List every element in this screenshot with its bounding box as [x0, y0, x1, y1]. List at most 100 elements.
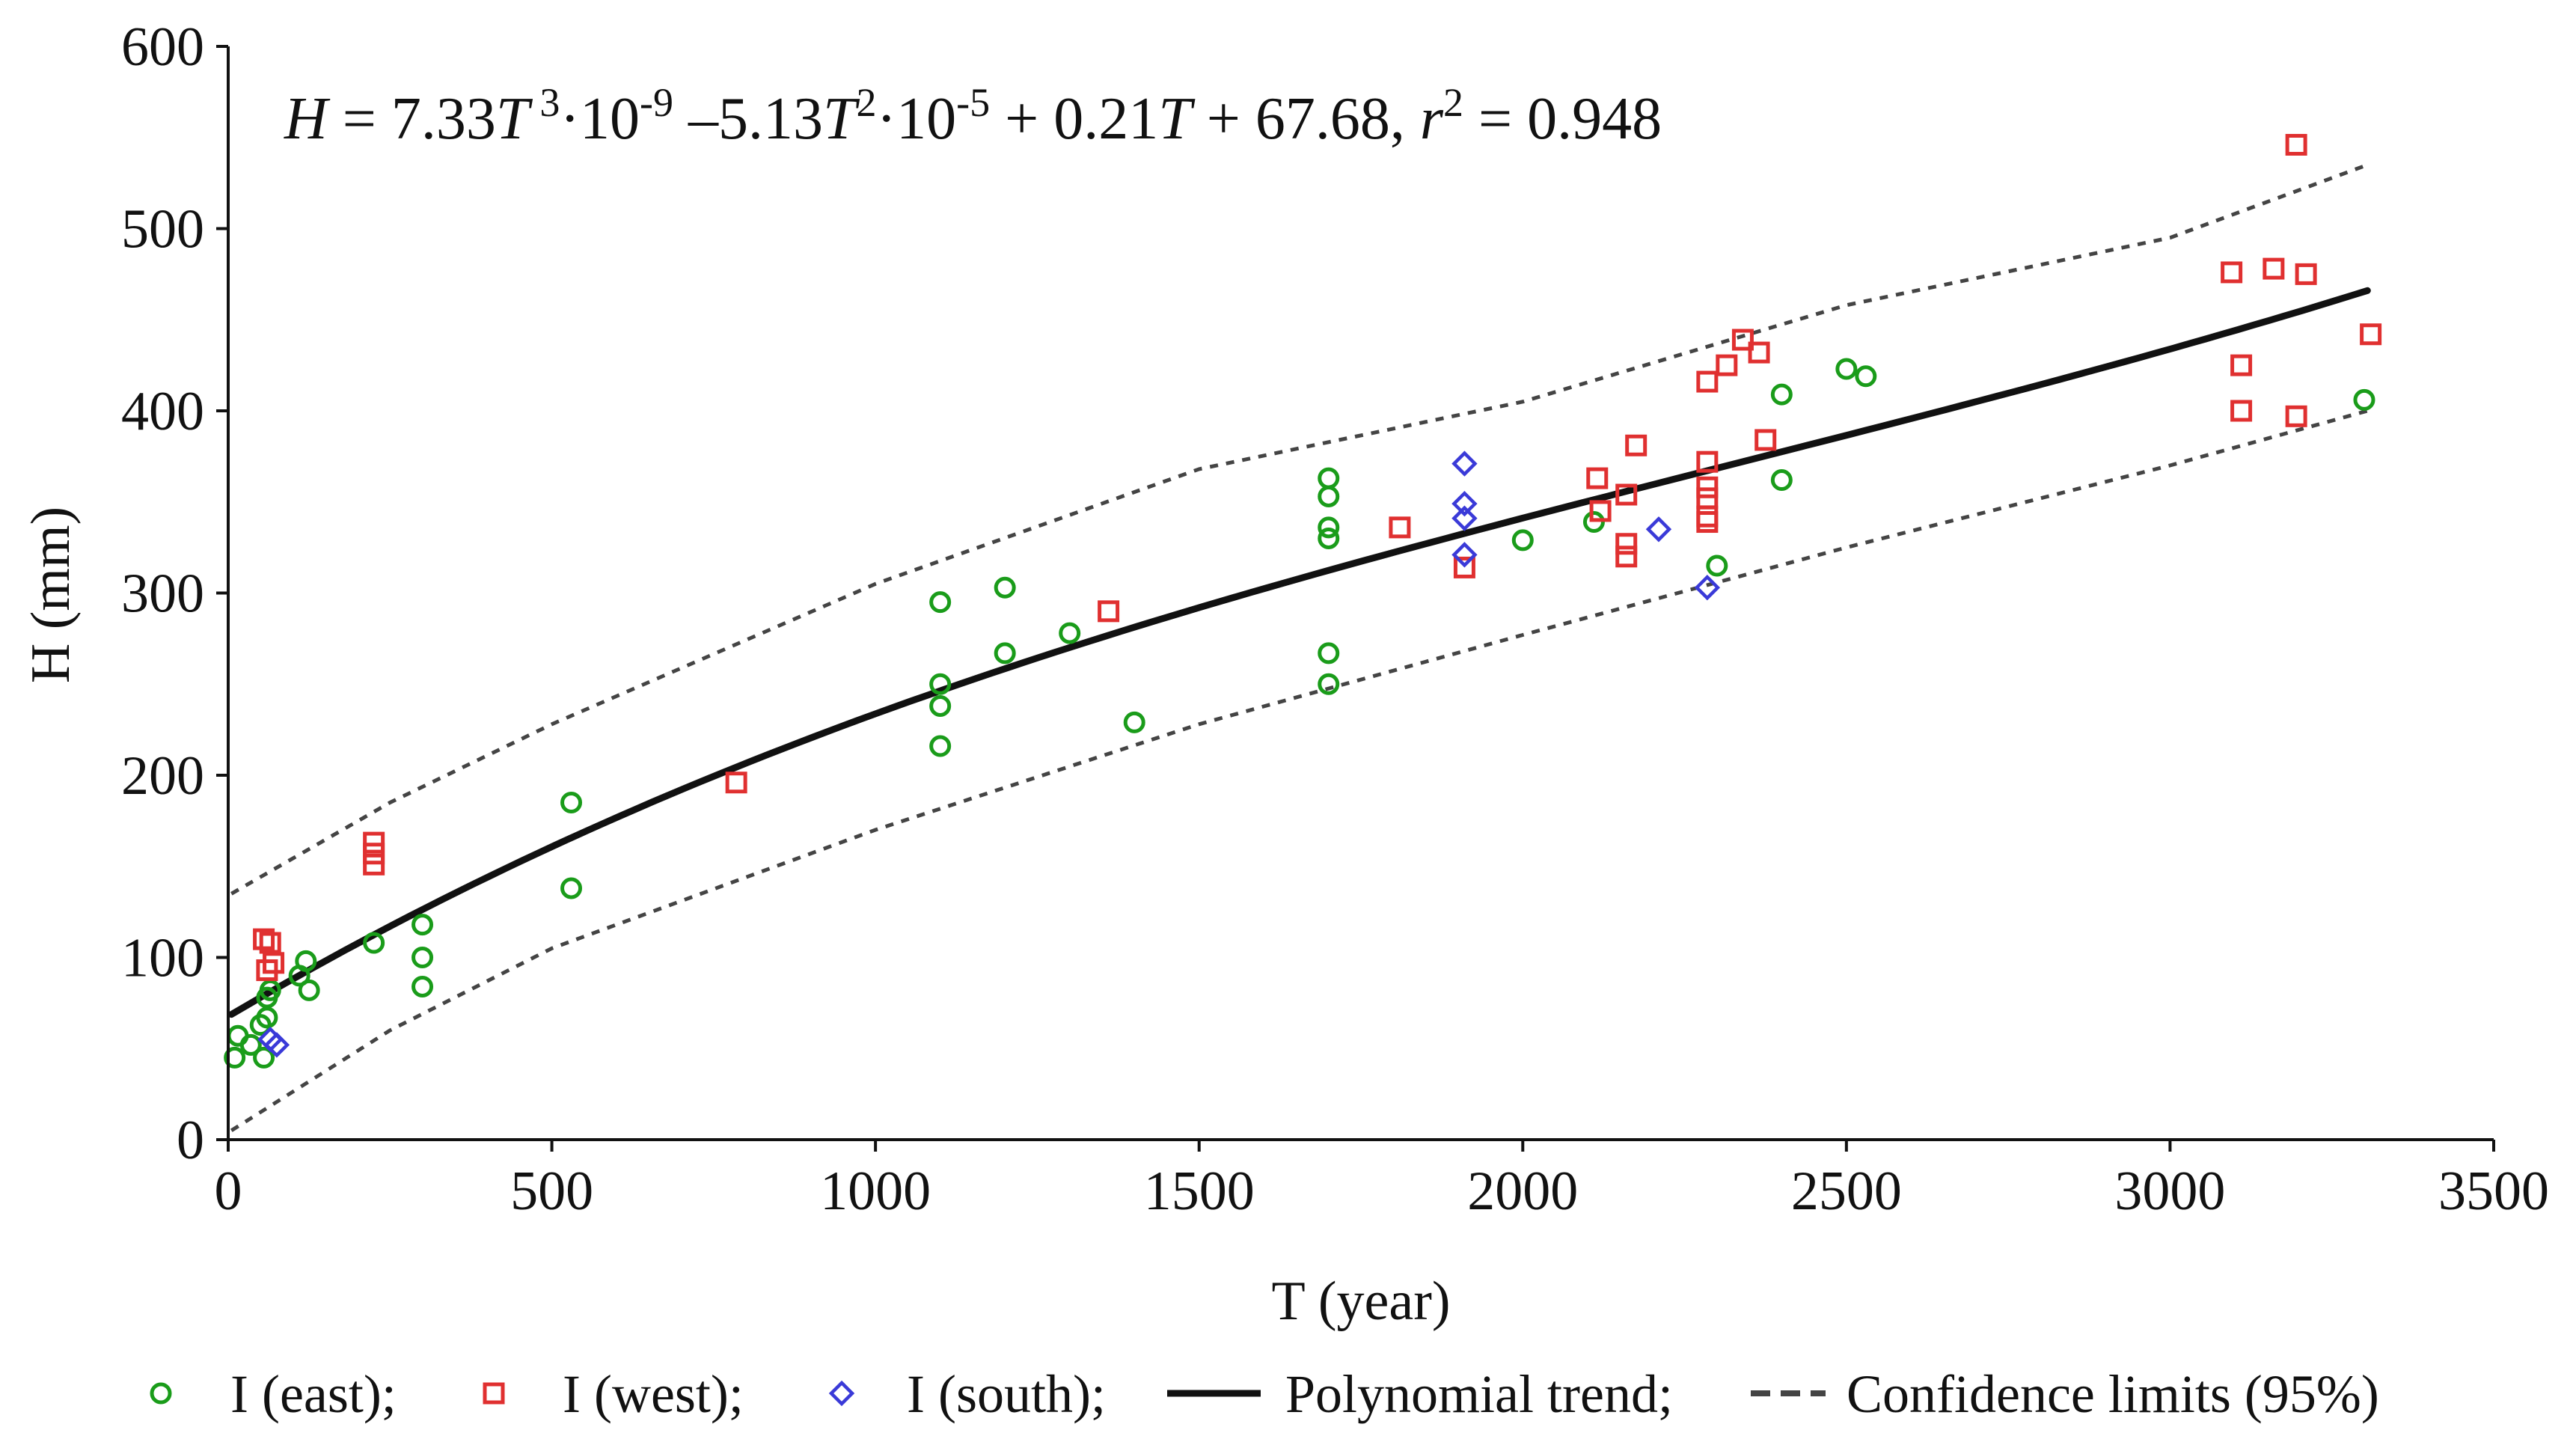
data-point-i-east	[1318, 485, 1340, 507]
data-point-i-east	[412, 947, 434, 968]
legend-marker-square	[483, 1382, 505, 1405]
data-point-i-west	[1098, 600, 1120, 623]
legend-label: Confidence limits (95%)	[1847, 1364, 2379, 1424]
data-point-i-west	[363, 853, 385, 876]
equation-part: + 0.21	[990, 86, 1158, 152]
data-point-i-east	[1318, 527, 1340, 549]
equation-part: ·10	[877, 86, 957, 152]
equation-part: + 67.68,	[1192, 86, 1420, 152]
equation-part: ·10	[560, 86, 640, 152]
data-point-i-east	[929, 591, 952, 614]
legend-marker-diamond	[828, 1380, 855, 1407]
y-tick-label: 100	[121, 928, 204, 989]
data-point-i-east	[1770, 469, 1793, 492]
data-point-i-west	[1586, 467, 1609, 489]
x-tick-label: 1500	[1144, 1161, 1255, 1222]
legend-label: Polynomial trend;	[1285, 1364, 1673, 1424]
legend: I (east); I (west); I (south); Polynomial t…	[150, 1364, 2379, 1424]
data-point-i-west	[1615, 533, 1638, 555]
data-point-i-east	[560, 792, 583, 814]
data-point-i-east	[298, 979, 320, 1001]
data-point-i-west	[2285, 405, 2307, 427]
data-point-i-west	[1696, 511, 1719, 534]
data-point-i-west	[1731, 329, 1754, 351]
equation-part: T	[1158, 86, 1196, 152]
data-point-i-west	[2230, 400, 2253, 422]
data-point-i-east	[1318, 642, 1340, 664]
data-point-i-south	[1645, 516, 1672, 543]
data-point-i-east	[1582, 511, 1605, 534]
data-point-i-west	[363, 843, 385, 865]
x-tick-label: 500	[510, 1161, 593, 1222]
data-point-i-east	[239, 1033, 262, 1056]
data-point-i-east	[1318, 467, 1340, 489]
data-point-i-west	[1696, 487, 1719, 510]
equation-part: –5.13	[673, 86, 823, 152]
data-point-i-east	[259, 979, 281, 1001]
data-point-i-west	[725, 772, 747, 794]
x-tick-label: 2000	[1467, 1161, 1578, 1222]
data-point-i-south	[263, 1032, 290, 1058]
data-point-i-west	[1389, 516, 1411, 539]
x-tick-label: 0	[215, 1161, 242, 1222]
data-point-i-east	[363, 932, 385, 954]
data-point-i-west	[1754, 429, 1777, 451]
y-tick-label: 300	[121, 563, 204, 625]
data-point-i-west	[2230, 354, 2253, 376]
y-tick-label: 0	[177, 1110, 204, 1171]
data-point-i-east	[1318, 673, 1340, 695]
data-points-layer	[224, 133, 2382, 1069]
data-point-i-west	[263, 952, 285, 974]
data-point-i-south	[1694, 575, 1721, 601]
equation-part: -9	[640, 80, 673, 125]
y-axis-title: H (mm)	[20, 507, 82, 683]
data-point-i-west	[1625, 434, 1648, 456]
data-point-i-east	[1511, 529, 1534, 551]
y-tick-label: 200	[121, 745, 204, 807]
legend-label: I (south);	[907, 1364, 1106, 1424]
data-point-i-east	[253, 1046, 275, 1069]
data-point-i-east	[1706, 554, 1728, 577]
data-point-i-west	[2360, 323, 2382, 346]
equation-part: 3	[539, 80, 560, 125]
data-point-i-west	[1696, 505, 1719, 528]
x-tick-label: 1000	[820, 1161, 931, 1222]
data-point-i-south	[1451, 542, 1478, 568]
equation-part: T	[496, 86, 533, 152]
data-point-i-east	[994, 642, 1016, 664]
data-point-i-west	[2295, 263, 2317, 285]
data-point-i-east	[929, 694, 952, 717]
data-point-i-south	[1451, 505, 1478, 531]
data-point-i-east	[1835, 358, 1858, 380]
data-point-i-east	[412, 975, 434, 997]
equation-part: -5	[956, 80, 990, 125]
data-point-i-west	[363, 831, 385, 854]
polynomial-trend-line	[227, 287, 2371, 1018]
data-point-i-east	[1059, 622, 1081, 644]
equation-part: 2	[1443, 80, 1463, 125]
data-point-i-east	[1123, 711, 1145, 733]
data-point-i-east	[2353, 388, 2375, 411]
x-tick-label: 3000	[2114, 1161, 2225, 1222]
data-point-i-west	[1615, 483, 1638, 506]
data-point-i-east	[994, 576, 1016, 599]
data-point-i-west	[2263, 257, 2285, 280]
data-point-i-south	[1451, 450, 1478, 477]
confidence-limits-layer	[230, 162, 2369, 1132]
ticks-layer: 0 500 1000 1500 2000 2500 3000 3500010020030040…	[121, 16, 2549, 1222]
data-point-i-east	[256, 1006, 278, 1029]
data-point-i-west	[1589, 500, 1612, 522]
x-tick-label: 3500	[2438, 1161, 2549, 1222]
equation-part: = 0.948	[1463, 86, 1662, 152]
data-point-i-west	[2221, 261, 2243, 284]
data-point-i-east	[412, 914, 434, 936]
data-point-i-west	[1696, 370, 1719, 393]
confidence-limit-upper	[230, 162, 2369, 896]
trend-layer	[227, 287, 2371, 1018]
regression-equation: H = 7.33T 3·10-9 –5.13T2·10-5 + 0.21T + 6…	[284, 80, 1662, 152]
x-axis-title: T (year)	[1272, 1271, 1451, 1332]
y-tick-label: 400	[121, 381, 204, 442]
data-point-i-east	[929, 673, 952, 695]
equation-part: = 7.33	[328, 86, 496, 152]
